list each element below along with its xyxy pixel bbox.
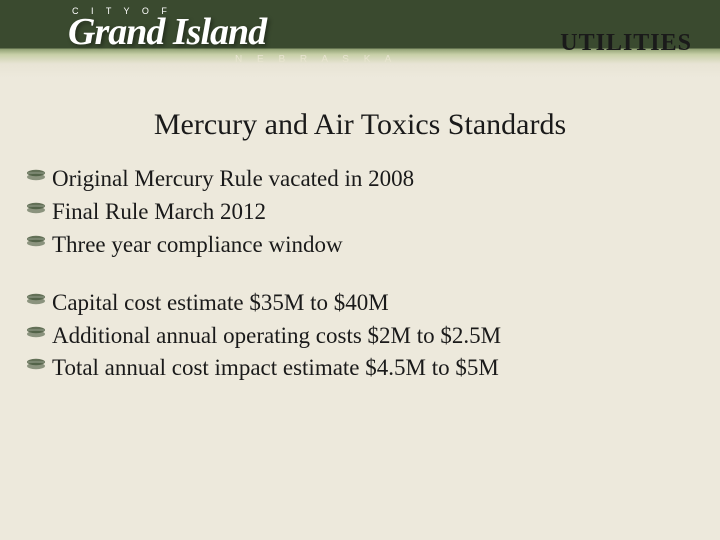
leaf-icon — [26, 292, 46, 312]
bullet-item: Final Rule March 2012 — [26, 197, 694, 227]
leaf-icon — [26, 168, 46, 188]
bullet-text: Total annual cost impact estimate $4.5M … — [52, 353, 499, 383]
header-department: UTILITIES — [560, 30, 692, 57]
header-subtitle: N E B R A S K A — [235, 54, 397, 65]
bullet-text: Capital cost estimate $35M to $40M — [52, 288, 389, 318]
bullet-item: Total annual cost impact estimate $4.5M … — [26, 353, 694, 383]
bullet-item: Original Mercury Rule vacated in 2008 — [26, 164, 694, 194]
bullet-text: Additional annual operating costs $2M to… — [52, 321, 501, 351]
bullet-group: Original Mercury Rule vacated in 2008 Fi… — [26, 164, 694, 260]
leaf-icon — [26, 357, 46, 377]
leaf-icon — [26, 234, 46, 254]
leaf-icon — [26, 201, 46, 221]
header-brand: Grand Island — [68, 10, 266, 54]
bullet-group: Capital cost estimate $35M to $40M Addit… — [26, 288, 694, 384]
bullet-item: Additional annual operating costs $2M to… — [26, 321, 694, 351]
leaf-icon — [26, 325, 46, 345]
bullet-item: Three year compliance window — [26, 230, 694, 260]
slide-header: C I T Y O F Grand Island N E B R A S K A… — [0, 0, 720, 78]
bullet-item: Capital cost estimate $35M to $40M — [26, 288, 694, 318]
slide-title: Mercury and Air Toxics Standards — [0, 108, 720, 142]
slide-body: Original Mercury Rule vacated in 2008 Fi… — [0, 164, 720, 383]
bullet-text: Original Mercury Rule vacated in 2008 — [52, 164, 414, 194]
bullet-text: Three year compliance window — [52, 230, 343, 260]
bullet-text: Final Rule March 2012 — [52, 197, 266, 227]
